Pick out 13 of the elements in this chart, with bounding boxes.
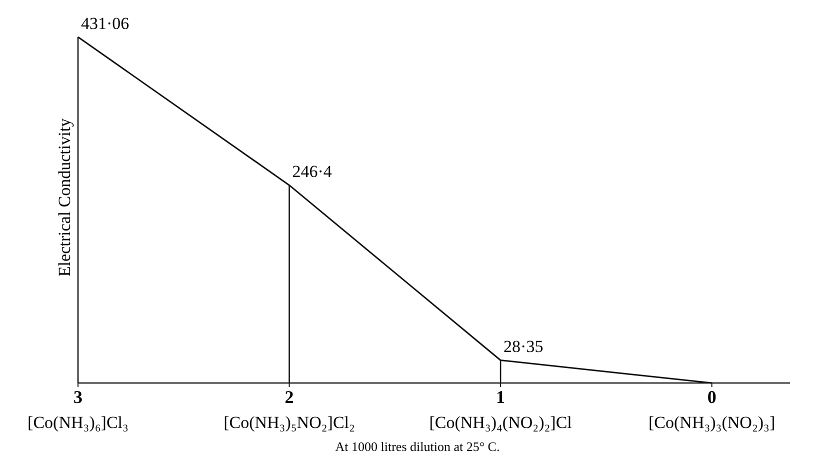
data-label: 431·06: [81, 14, 130, 33]
text: [Co(NH₃)₄(NO₂)₂]Cl: [429, 413, 572, 432]
x-tick-label: 0: [707, 387, 716, 407]
x-tick-label: 2: [284, 387, 294, 407]
text: [Co(NH₃)₆]Cl₃: [28, 413, 129, 432]
text: At 1000 litres dilution at 25° C.: [335, 439, 500, 454]
x-tick-label: 3: [74, 387, 82, 407]
x-tick-label: 1: [496, 387, 506, 407]
data-label: 246·4: [292, 162, 332, 182]
text: [Co(NH₃)₅NO₂]Cl₂: [224, 413, 355, 432]
data-label: 28·35: [504, 337, 544, 356]
text: [Co(NH₃)₃(NO₂)₃]: [648, 413, 776, 432]
y-axis-title: Electrical Conductivity: [55, 118, 74, 277]
